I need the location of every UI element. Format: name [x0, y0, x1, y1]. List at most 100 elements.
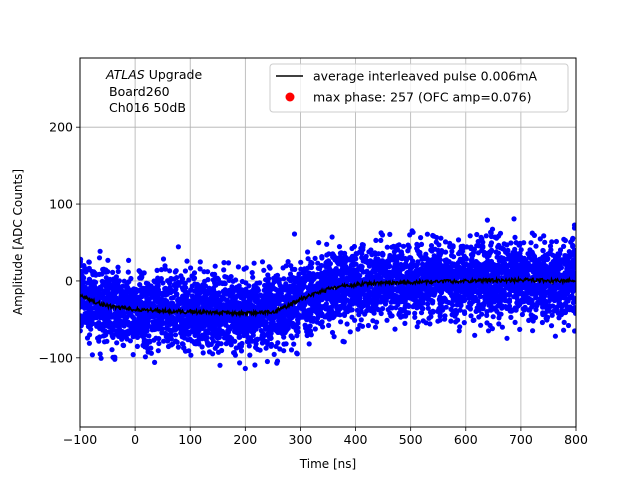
scatter-point	[238, 348, 245, 354]
scatter-point	[549, 239, 555, 245]
scatter-point	[145, 349, 151, 355]
scatter-point	[91, 315, 97, 321]
scatter-point	[572, 310, 576, 316]
scatter-point	[540, 248, 546, 254]
scatter-point	[483, 233, 489, 239]
scatter-point	[253, 337, 259, 343]
scatter-point	[360, 269, 366, 275]
scatter-point	[81, 263, 87, 269]
scatter-point	[454, 264, 460, 270]
scatter-point	[188, 265, 194, 271]
scatter-point	[547, 294, 553, 300]
scatter-point	[175, 282, 181, 288]
scatter-point	[172, 332, 179, 338]
scatter-point	[489, 268, 495, 274]
scatter-point	[407, 232, 413, 238]
scatter-point	[137, 320, 143, 327]
scatter-point	[137, 329, 143, 335]
scatter-point	[415, 302, 421, 308]
scatter-point	[546, 298, 553, 304]
scatter-point	[249, 270, 255, 276]
scatter-point	[508, 314, 514, 320]
scatter-point	[302, 311, 309, 317]
scatter-point	[116, 301, 122, 307]
scatter-point	[358, 317, 364, 323]
scatter-point	[305, 297, 311, 303]
scatter-point	[315, 315, 321, 321]
scatter-point	[212, 282, 218, 288]
scatter-point	[545, 256, 551, 262]
scatter-point	[318, 262, 325, 269]
scatter-point	[418, 241, 425, 247]
scatter-point	[92, 295, 98, 301]
scatter-point	[386, 291, 392, 297]
scatter-point	[443, 249, 449, 255]
scatter-point	[570, 288, 576, 295]
scatter-point	[143, 300, 149, 306]
scatter-point	[285, 259, 291, 265]
scatter-point	[197, 259, 203, 265]
scatter-point	[268, 335, 274, 341]
scatter-point	[182, 281, 188, 287]
scatter-point	[94, 321, 100, 327]
scatter-point	[227, 313, 233, 319]
scatter-point	[96, 255, 103, 261]
scatter-point	[470, 250, 477, 256]
scatter-point	[529, 230, 535, 236]
scatter-point	[319, 319, 325, 326]
scatter-point	[155, 282, 161, 289]
scatter-point	[412, 314, 418, 320]
scatter-point	[380, 251, 386, 257]
scatter-point	[95, 290, 101, 296]
scatter-point	[337, 250, 343, 256]
scatter-point	[137, 287, 143, 293]
scatter-point	[229, 336, 235, 342]
scatter-point	[527, 286, 533, 292]
scatter-point	[331, 313, 337, 320]
scatter-point	[561, 319, 567, 325]
scatter-point	[286, 276, 292, 282]
scatter-point	[184, 258, 190, 264]
scatter-point	[160, 256, 167, 262]
scatter-point	[547, 264, 553, 270]
scatter-point	[450, 270, 456, 276]
scatter-point	[488, 242, 494, 248]
scatter-point	[540, 272, 546, 279]
scatter-point	[564, 270, 571, 276]
scatter-point	[130, 328, 136, 334]
scatter-point	[506, 291, 513, 297]
scatter-point	[477, 288, 483, 294]
scatter-point	[551, 291, 557, 297]
scatter-point	[555, 251, 561, 257]
scatter-point	[430, 300, 436, 306]
scatter-point	[391, 243, 397, 249]
scatter-point	[320, 324, 326, 330]
scatter-point	[258, 292, 264, 298]
scatter-point	[357, 322, 363, 328]
scatter-point	[258, 335, 264, 341]
scatter-point	[261, 287, 267, 293]
scatter-point	[489, 326, 495, 332]
scatter-point	[540, 265, 546, 271]
scatter-point	[89, 352, 95, 358]
scatter-point	[443, 298, 450, 305]
scatter-point	[548, 270, 554, 276]
scatter-point	[358, 309, 364, 315]
scatter-point	[329, 234, 335, 240]
scatter-point	[246, 343, 252, 349]
scatter-point	[145, 287, 151, 294]
scatter-point	[315, 281, 321, 287]
scatter-point	[226, 339, 232, 345]
scatter-point	[232, 295, 239, 301]
scatter-point	[547, 243, 554, 249]
scatter-point	[412, 310, 418, 316]
scatter-point	[528, 312, 534, 318]
scatter-point	[415, 259, 421, 265]
scatter-point	[186, 277, 192, 283]
scatter-point	[168, 342, 174, 348]
scatter-point	[97, 325, 103, 332]
scatter-point	[419, 275, 426, 281]
scatter-point	[427, 321, 433, 327]
scatter-point	[152, 359, 158, 365]
scatter-point	[316, 240, 322, 246]
